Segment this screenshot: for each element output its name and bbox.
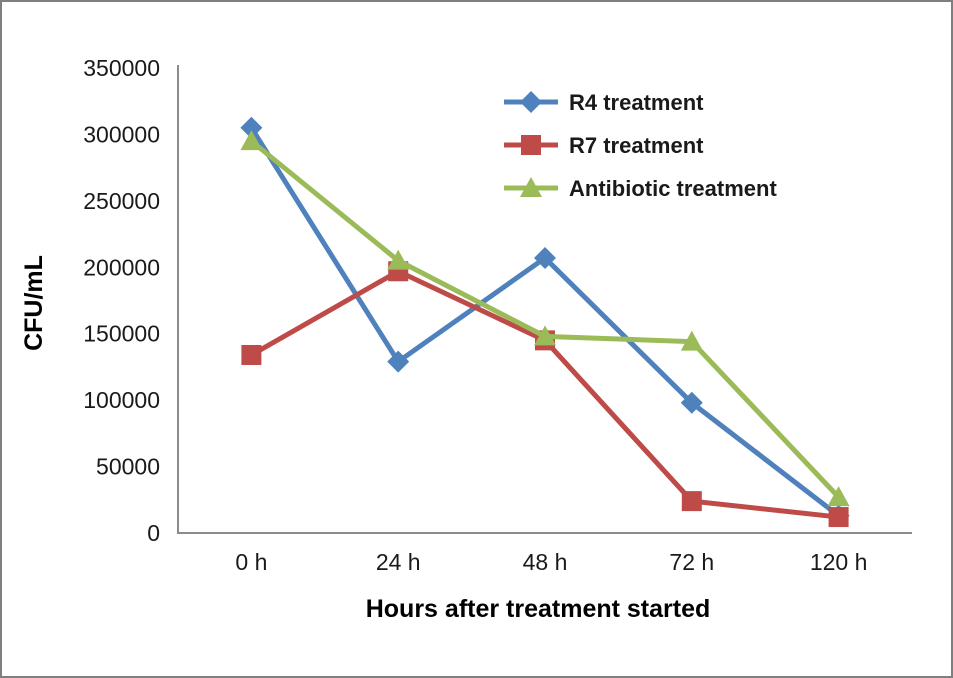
diamond-marker [680,391,703,414]
y-tick-label: 250000 [83,188,160,214]
legend-label: R7 treatment [569,133,704,158]
square-marker [241,344,262,365]
legend: R4 treatment R7 treatment Antibiotic treat… [504,90,777,201]
series-group [240,116,850,528]
square-icon [521,135,541,155]
y-axis-title: CFU/mL [20,255,48,351]
square-marker [828,507,849,528]
y-tick-label: 100000 [83,387,160,413]
series-line [250,268,839,520]
triangle-marker [680,330,703,351]
diamond-marker [534,246,556,269]
y-tick-label: 150000 [83,321,160,347]
y-tick-label: 350000 [83,55,160,81]
triangle-marker [240,130,263,151]
y-axis-tick-labels: 350000 300000 250000 200000 150000 100000 5000… [83,55,160,546]
series-square [241,261,849,528]
diamond-icon [520,91,542,113]
legend-label: Antibiotic treatment [569,176,777,201]
triangle-icon [520,177,542,197]
triangle-marker [534,325,556,346]
x-tick-label: 72 h [669,549,714,575]
y-tick-label: 200000 [83,254,160,280]
y-tick-label: 300000 [83,121,160,147]
x-tick-label: 24 h [376,549,421,575]
legend-item: R4 treatment [504,90,704,115]
legend-item: Antibiotic treatment [504,176,777,201]
x-axis-title: Hours after treatment started [366,595,711,623]
series-triangle [240,130,850,507]
y-tick-label: 50000 [96,454,160,480]
x-tick-label: 48 h [523,549,568,575]
triangle-marker [387,249,410,270]
triangle-marker [827,486,850,507]
x-tick-label: 120 h [810,549,868,575]
x-tick-label: 0 h [235,549,267,575]
legend-label: R4 treatment [569,90,704,115]
square-marker [681,491,702,512]
diamond-marker [240,116,263,139]
y-tick-label: 0 [147,520,160,546]
legend-item: R7 treatment [504,133,704,158]
x-axis-tick-labels: 0 h 24 h 48 h 72 h 120 h [235,549,867,575]
diamond-marker [387,350,410,373]
